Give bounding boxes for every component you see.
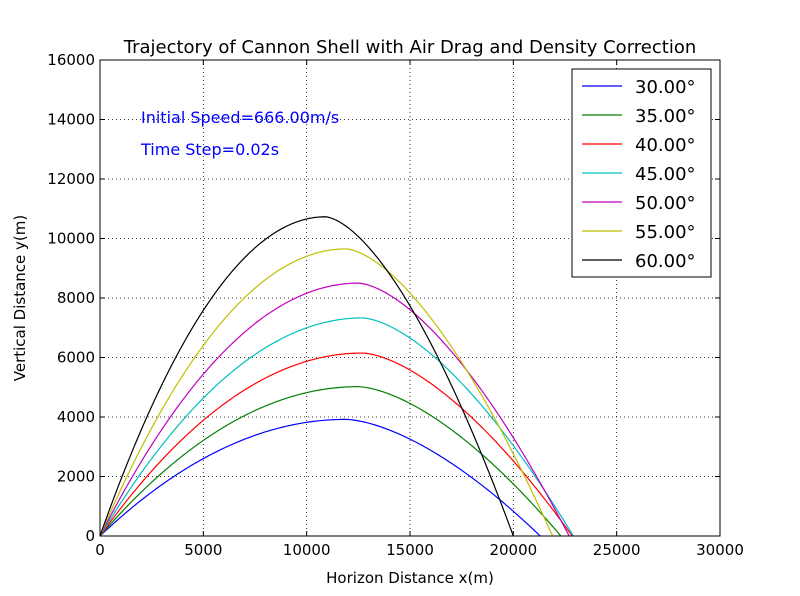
y-tick-label: 4000 [57, 408, 95, 426]
series-line-1 [99, 418, 541, 537]
legend-label: 30.00° [635, 77, 696, 98]
y-tick-label: 6000 [57, 349, 95, 367]
y-tick-label: 16000 [47, 51, 95, 69]
y-axis-label: Vertical Distance y(m) [11, 215, 29, 381]
x-tick-label: 0 [95, 541, 105, 559]
x-tick-label: 20000 [489, 541, 537, 559]
y-tick-label: 8000 [57, 289, 95, 307]
series-line-3 [99, 352, 573, 537]
x-tick-label: 10000 [283, 541, 331, 559]
legend-label: 55.00° [635, 222, 696, 243]
series-line-6 [99, 248, 554, 537]
legend-label: 50.00° [635, 193, 696, 214]
x-tick-label: 25000 [593, 541, 641, 559]
y-tick-label: 10000 [47, 230, 95, 248]
legend-label: 35.00° [635, 106, 696, 127]
legend-label: 60.00° [635, 251, 696, 272]
series-lines [99, 216, 574, 537]
y-tick-label: 0 [85, 527, 95, 545]
chart-title: Trajectory of Cannon Shell with Air Drag… [123, 37, 697, 58]
legend-label: 45.00° [635, 164, 696, 185]
x-tick-label: 5000 [184, 541, 222, 559]
annotation-initial-speed: Initial Speed=666.00m/s [141, 108, 339, 127]
series-line-5 [99, 282, 570, 537]
annotation-time-step: Time Step=0.02s [140, 140, 279, 159]
x-tick-label: 30000 [696, 541, 744, 559]
x-axis-label: Horizon Distance x(m) [326, 569, 494, 587]
series-line-7 [99, 216, 514, 537]
y-tick-label: 14000 [47, 111, 95, 129]
y-tick-label: 2000 [57, 468, 95, 486]
y-tick-label: 12000 [47, 170, 95, 188]
series-line-4 [99, 317, 574, 537]
legend-label: 40.00° [635, 135, 696, 156]
legend: 30.00° 35.00° 40.00° 45.00° 50.00° 55.00° 60.0… [571, 68, 712, 278]
x-tick-label: 15000 [386, 541, 434, 559]
series-line-2 [99, 386, 562, 537]
axis-ticks: 0 5000 10000 15000 20000 25000 30000 0 2000 4000 6… [47, 51, 744, 559]
